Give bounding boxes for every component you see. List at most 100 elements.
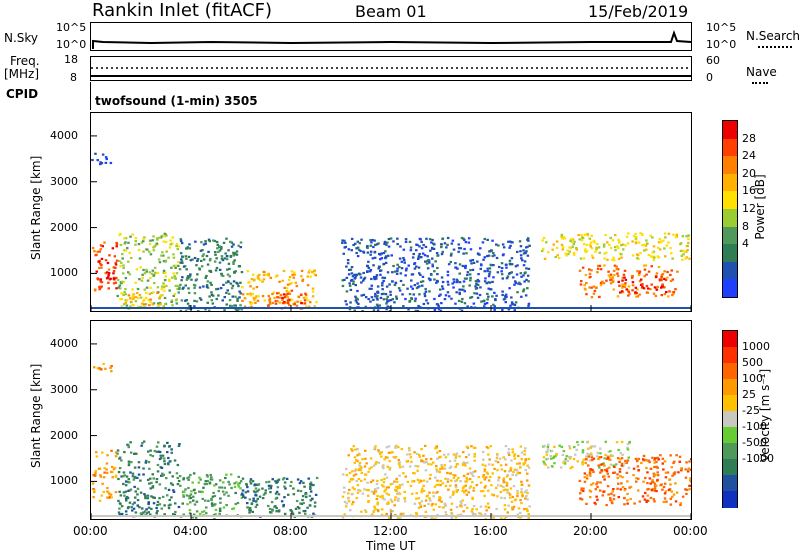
heatmap-cell	[188, 497, 191, 500]
heatmap-cell	[303, 485, 306, 488]
heatmap-cell	[520, 480, 523, 483]
heatmap-cell	[609, 454, 613, 458]
heatmap-cell	[655, 272, 659, 275]
heatmap-cell	[120, 292, 123, 295]
heatmap-cell	[629, 485, 633, 488]
heatmap-cell	[100, 257, 104, 260]
heatmap-cell	[290, 510, 293, 513]
heatmap-cell	[352, 501, 355, 504]
heatmap-cell	[613, 246, 617, 249]
heatmap-cell	[105, 462, 109, 465]
heatmap-cell	[595, 455, 599, 458]
heatmap-cell	[368, 467, 371, 470]
heatmap-cell	[638, 500, 642, 503]
colorbar-tick-label: -100	[742, 420, 767, 433]
heatmap-cell	[346, 262, 350, 265]
heatmap-cell	[131, 288, 134, 291]
heatmap-cell	[671, 495, 674, 498]
heatmap-cell	[213, 494, 217, 498]
heatmap-cell	[567, 253, 570, 256]
heatmap-cell	[198, 512, 202, 515]
heatmap-cell	[485, 282, 488, 285]
heatmap-cell	[450, 516, 454, 519]
heatmap-cell	[136, 504, 139, 507]
heatmap-cell	[136, 287, 140, 291]
heatmap-cell	[138, 506, 141, 509]
heatmap-cell	[638, 293, 641, 296]
heatmap-cell	[412, 252, 415, 256]
heatmap-cell	[296, 506, 300, 509]
heatmap-cell	[566, 459, 569, 462]
heatmap-cell	[432, 517, 436, 519]
heatmap-cell	[664, 476, 668, 479]
heatmap-cell	[143, 288, 146, 291]
heatmap-cell	[484, 518, 487, 519]
heatmap-cell	[165, 234, 168, 237]
heatmap-cell	[102, 476, 106, 479]
heatmap-cell	[375, 276, 378, 279]
heatmap-cell	[143, 510, 147, 513]
heatmap-cell	[305, 297, 308, 300]
heatmap-cell	[373, 256, 377, 259]
heatmap-cell	[560, 233, 564, 236]
heatmap-cell	[250, 301, 254, 304]
heatmap-cell	[493, 305, 496, 308]
heatmap-cell	[162, 271, 166, 274]
heatmap-cell	[361, 458, 364, 461]
heatmap-cell	[575, 448, 578, 451]
heatmap-cell	[585, 293, 588, 296]
heatmap-cell	[247, 281, 250, 284]
heatmap-cell	[451, 493, 455, 496]
heatmap-cell	[665, 291, 668, 294]
heatmap-cell	[477, 280, 481, 283]
heatmap-cell	[196, 259, 199, 262]
heatmap-cell	[457, 476, 460, 480]
heatmap-cell	[520, 491, 523, 494]
heatmap-cell	[134, 240, 137, 243]
heatmap-cell	[131, 295, 135, 298]
heatmap-cell	[197, 481, 201, 484]
heatmap-cell	[446, 243, 449, 246]
heatmap-cell	[518, 471, 522, 474]
heatmap-cell	[292, 487, 295, 490]
heatmap-cell	[206, 301, 209, 304]
heatmap-cell	[118, 513, 121, 516]
heatmap-cell	[433, 485, 437, 488]
heatmap-cell	[411, 492, 414, 495]
heatmap-cell	[476, 252, 480, 255]
heatmap-cell	[96, 159, 99, 162]
heatmap-cell	[398, 466, 402, 469]
heatmap-cell	[460, 288, 463, 291]
heatmap-cell	[569, 456, 573, 459]
heatmap-cell	[475, 292, 479, 295]
heatmap-cell	[388, 468, 391, 471]
heatmap-cell	[248, 511, 251, 514]
heatmap-cell	[579, 497, 582, 500]
heatmap-cell	[441, 482, 444, 485]
heatmap-cell	[378, 304, 382, 307]
heatmap-cell	[249, 482, 253, 485]
heatmap-cell	[358, 464, 361, 467]
heatmap-cell	[395, 272, 399, 275]
heatmap-cell	[418, 293, 421, 296]
heatmap-cell	[245, 483, 248, 486]
heatmap-cell	[424, 290, 428, 293]
heatmap-cell	[563, 460, 566, 463]
heatmap-cell	[516, 513, 519, 516]
heatmap-cell	[385, 512, 388, 516]
heatmap-cell	[461, 486, 465, 490]
heatmap-cell	[590, 454, 594, 457]
heatmap-cell	[285, 290, 289, 293]
heatmap-cell	[651, 251, 655, 254]
heatmap-cell	[382, 262, 386, 266]
heatmap-cell	[565, 254, 568, 257]
heatmap-cell	[210, 497, 213, 500]
heatmap-cell	[278, 509, 281, 512]
heatmap-cell	[142, 240, 145, 243]
heatmap-cell	[347, 500, 351, 503]
heatmap-cell	[370, 287, 373, 290]
heatmap-cell	[93, 250, 96, 253]
heatmap-cell	[454, 480, 457, 483]
heatmap-cell	[454, 456, 458, 459]
heatmap-cell	[561, 237, 564, 240]
